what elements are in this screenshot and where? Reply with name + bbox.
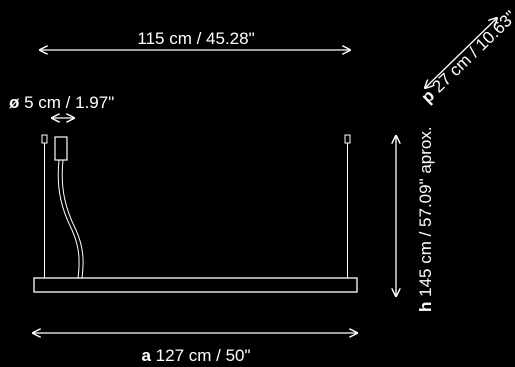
power-cable [57, 159, 84, 279]
depth-dimension: p 27 cm / 10.63" [418, 7, 515, 107]
length-symbol: a [141, 346, 151, 365]
span-dimension: 115 cm / 45.28" [40, 29, 350, 50]
diameter-label: ø 5 cm / 1.97" [9, 93, 114, 112]
diameter-symbol: ø [9, 93, 20, 112]
span-label: 115 cm / 45.28" [137, 29, 254, 48]
height-value: 145 cm / 57.09" aprox. [416, 126, 435, 301]
depth-value: 27 cm / 10.63" [425, 7, 515, 100]
right-suspension-cable [344, 134, 351, 278]
length-value: 127 cm / 50" [151, 346, 251, 365]
length-dimension: a 127 cm / 50" [33, 333, 357, 365]
depth-label: p 27 cm / 10.63" [418, 7, 515, 107]
light-bar [33, 277, 358, 293]
height-symbol: h [416, 302, 435, 312]
diameter-value: 5 cm / 1.97" [19, 93, 114, 112]
height-dimension: h 145 cm / 57.09" aprox. [396, 126, 435, 312]
ceiling-canopy [54, 136, 68, 161]
height-label: h 145 cm / 57.09" aprox. [416, 126, 435, 312]
pendant-lamp [33, 134, 358, 293]
depth-arrow [425, 18, 497, 88]
left-suspension-cable [41, 134, 48, 278]
diameter-dimension: ø 5 cm / 1.97" [9, 93, 114, 118]
length-label: a 127 cm / 50" [141, 346, 250, 365]
